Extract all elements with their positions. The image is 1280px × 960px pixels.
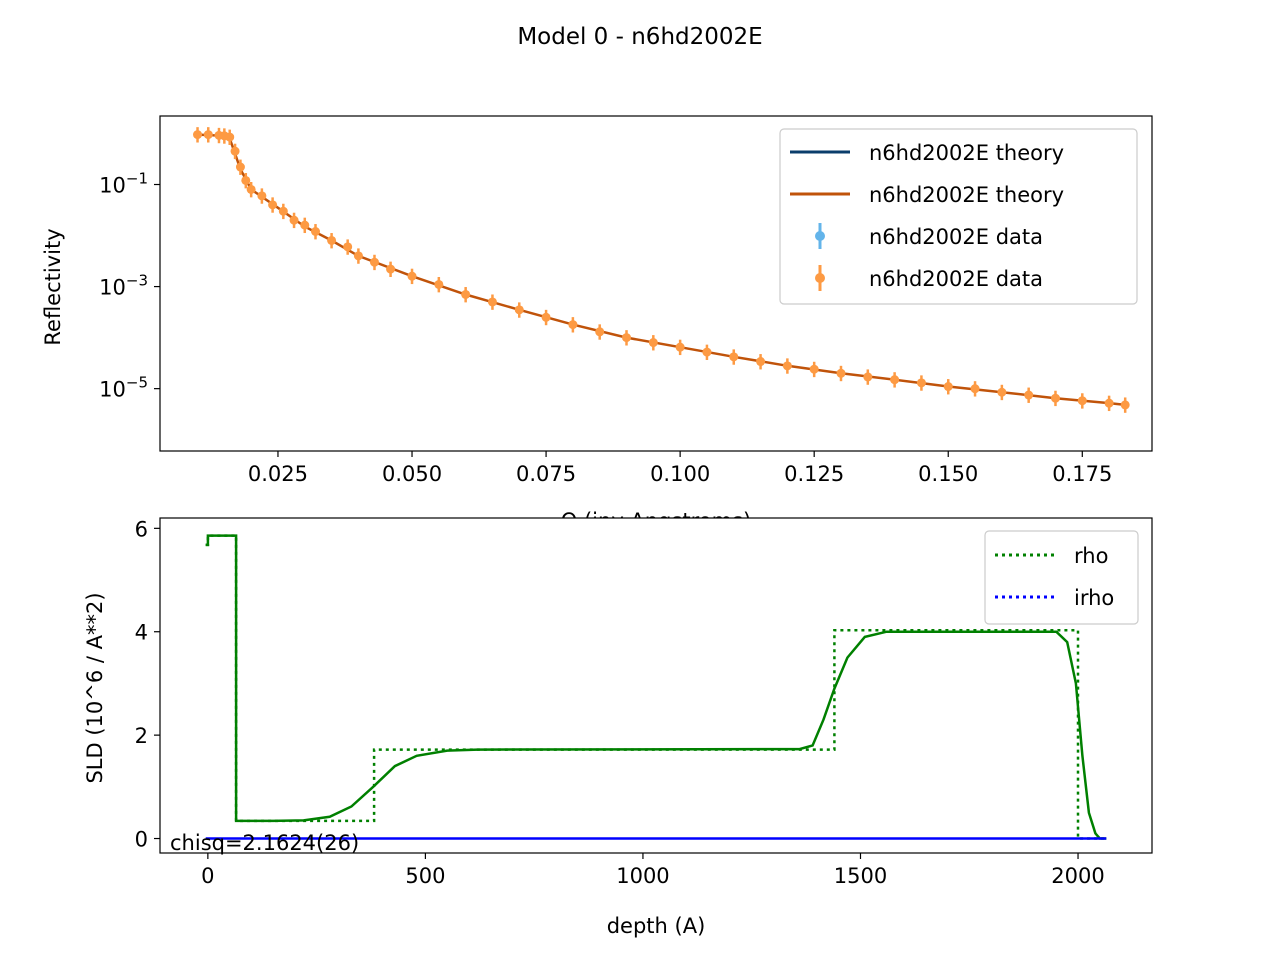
data-point xyxy=(541,312,551,322)
rho-solid-line xyxy=(205,534,1107,840)
reflectivity-y-ticks: 10−1 10−3 10−5 xyxy=(99,170,160,402)
data-point xyxy=(278,206,288,216)
data-point xyxy=(203,130,213,140)
data-point xyxy=(268,200,278,210)
data-point xyxy=(193,130,203,140)
data-point xyxy=(622,333,632,343)
data-point xyxy=(648,338,658,348)
data-point xyxy=(246,184,256,194)
sld-curves xyxy=(205,534,1107,840)
reflectivity-y-label: Reflectivity xyxy=(41,228,65,345)
data-point xyxy=(1104,398,1114,408)
sld-axes-frame xyxy=(159,517,1153,854)
data-point xyxy=(386,264,396,274)
data-point xyxy=(702,347,712,357)
data-point xyxy=(1077,396,1087,406)
reflectivity-x-ticks: 0.025 0.050 0.075 0.100 0.125 0.150 0.175 xyxy=(248,451,1112,486)
legend-label-theory-1: n6hd2002E theory xyxy=(869,141,1064,165)
data-point xyxy=(241,175,251,185)
data-point xyxy=(514,305,524,315)
data-point xyxy=(300,220,310,230)
reflectivity-legend: n6hd2002E theory n6hd2002E theory n6hd20… xyxy=(779,128,1138,305)
legend-label-data-1: n6hd2002E data xyxy=(869,225,1043,249)
x-tick-label: 0.050 xyxy=(382,462,442,486)
x-tick-label: 0.025 xyxy=(248,462,308,486)
sld-y-label: SLD (10^6 / A**2) xyxy=(83,592,107,783)
legend-label-theory-2: n6hd2002E theory xyxy=(869,183,1064,207)
data-point xyxy=(756,357,766,367)
data-point xyxy=(327,235,337,245)
data-point xyxy=(257,191,267,201)
data-point xyxy=(461,289,471,299)
data-point xyxy=(487,297,497,307)
data-point xyxy=(353,251,363,261)
x-tick-label: 0.100 xyxy=(650,462,710,486)
x-tick-label: 500 xyxy=(405,864,445,888)
data-point xyxy=(729,352,739,362)
x-tick-label: 0.150 xyxy=(918,462,978,486)
data-point xyxy=(434,279,444,289)
y-tick-label: 4 xyxy=(135,621,148,645)
reflectivity-panel: 0.025 0.050 0.075 0.100 0.125 0.150 0.175 10−1… xyxy=(41,115,1153,533)
data-point xyxy=(369,257,379,267)
reflectivity-legend-box xyxy=(779,128,1138,305)
data-point xyxy=(343,242,353,252)
data-point xyxy=(836,368,846,378)
y-tick-label: 6 xyxy=(135,517,148,541)
y-tick-label: 10−3 xyxy=(99,272,148,300)
x-tick-label: 2000 xyxy=(1051,864,1104,888)
sld-y-ticks: 0 2 4 6 xyxy=(135,517,160,852)
x-tick-label: 1500 xyxy=(834,864,887,888)
legend-swatch-data-orange-dot xyxy=(815,273,825,283)
legend-swatch-data-blue-dot xyxy=(815,231,825,241)
data-point xyxy=(970,384,980,394)
data-points xyxy=(193,127,1130,413)
data-point xyxy=(782,361,792,371)
data-point xyxy=(890,375,900,385)
data-point xyxy=(916,378,926,388)
data-point xyxy=(311,227,321,237)
data-point xyxy=(1120,400,1130,410)
y-tick-label: 10−5 xyxy=(99,374,148,402)
data-point xyxy=(407,271,417,281)
y-tick-label: 2 xyxy=(135,724,148,748)
sld-legend-box xyxy=(984,530,1139,625)
data-point xyxy=(997,387,1007,397)
data-point xyxy=(943,382,953,392)
reflectivity-axes-frame xyxy=(159,115,1153,452)
data-point xyxy=(225,132,235,142)
sld-x-label: depth (A) xyxy=(607,914,706,938)
figure-title: Model 0 - n6hd2002E xyxy=(517,24,762,50)
data-point xyxy=(675,342,685,352)
sld-legend: rho irho xyxy=(984,530,1139,625)
legend-label-rho: rho xyxy=(1074,544,1108,568)
x-tick-label: 1000 xyxy=(616,864,669,888)
x-tick-label: 0.075 xyxy=(516,462,576,486)
legend-label-data-2: n6hd2002E data xyxy=(869,267,1043,291)
legend-label-irho: irho xyxy=(1074,586,1114,610)
y-tick-label: 0 xyxy=(135,828,148,852)
x-tick-label: 0.175 xyxy=(1052,462,1112,486)
data-point xyxy=(289,215,299,225)
data-point xyxy=(863,372,873,382)
data-point xyxy=(1024,390,1034,400)
data-point xyxy=(809,364,819,374)
sld-x-ticks: 0 500 1000 1500 2000 xyxy=(201,853,1105,888)
x-tick-label: 0 xyxy=(201,864,214,888)
y-tick-label: 10−1 xyxy=(99,170,148,198)
chisq-annotation: chisq=2.1624(26) xyxy=(170,831,359,855)
data-point xyxy=(235,162,245,172)
data-point xyxy=(230,146,240,156)
x-tick-label: 0.125 xyxy=(784,462,844,486)
data-point xyxy=(595,327,605,337)
data-point xyxy=(568,320,578,330)
data-point xyxy=(1050,393,1060,403)
